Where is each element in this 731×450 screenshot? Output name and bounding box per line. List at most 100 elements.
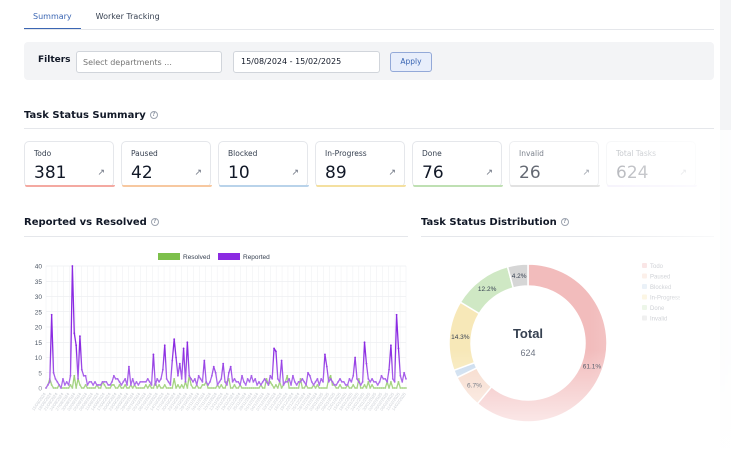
data-point xyxy=(141,387,144,389)
arrow-up-right-icon: ↗ xyxy=(291,168,299,178)
chart-grid xyxy=(45,265,407,389)
data-point xyxy=(233,384,236,386)
tab-summary[interactable]: Summary xyxy=(24,6,81,30)
data-point xyxy=(195,384,198,386)
data-point xyxy=(45,387,47,389)
data-point xyxy=(356,387,358,389)
card-total-tasks[interactable]: Total Tasks 624 ↗ xyxy=(606,141,697,187)
data-point xyxy=(395,387,398,389)
data-point xyxy=(301,387,304,389)
data-point xyxy=(316,384,319,386)
data-point xyxy=(94,381,96,383)
card-accent-bar xyxy=(510,185,600,187)
data-point xyxy=(116,377,119,380)
department-select[interactable] xyxy=(76,51,222,73)
data-point xyxy=(376,384,379,386)
tab-worker-tracking[interactable]: Worker Tracking xyxy=(95,12,160,21)
data-point xyxy=(133,384,136,386)
data-point xyxy=(378,387,381,389)
data-point xyxy=(303,381,306,383)
data-point xyxy=(276,387,279,389)
data-point xyxy=(194,387,196,389)
help-icon[interactable]: ? xyxy=(149,111,158,119)
data-point xyxy=(371,384,373,386)
data-point xyxy=(324,353,326,356)
data-point xyxy=(141,381,144,383)
window-edge xyxy=(720,0,731,450)
data-point xyxy=(90,381,93,383)
data-point xyxy=(275,384,277,386)
card-value: 381 xyxy=(34,163,67,183)
card-invalid[interactable]: Invalid 26 ↗ xyxy=(509,141,600,187)
data-point xyxy=(299,377,302,380)
data-point xyxy=(271,384,274,386)
data-point xyxy=(143,387,145,389)
data-point xyxy=(254,387,257,389)
card-paused[interactable]: Paused 42 ↗ xyxy=(121,141,212,187)
card-blocked[interactable]: Blocked 10 ↗ xyxy=(218,141,309,187)
data-point xyxy=(271,377,274,380)
data-point xyxy=(86,387,89,389)
data-point xyxy=(405,377,407,380)
card-label: Invalid xyxy=(519,149,544,158)
data-point xyxy=(150,384,153,386)
data-point xyxy=(105,381,108,383)
slice-label: 6.7% xyxy=(467,382,482,389)
data-point xyxy=(308,387,311,389)
data-point xyxy=(231,387,234,389)
data-point xyxy=(124,384,127,386)
data-point xyxy=(350,381,353,383)
data-point xyxy=(63,387,66,389)
help-icon[interactable]: ? xyxy=(150,218,159,226)
legend-swatch xyxy=(642,315,647,321)
data-point xyxy=(212,387,215,389)
legend-swatch xyxy=(642,273,647,279)
card-accent-bar xyxy=(413,185,503,187)
data-point xyxy=(344,387,347,389)
apply-button[interactable]: Apply xyxy=(390,52,432,72)
data-point xyxy=(199,387,202,389)
data-point xyxy=(205,381,208,383)
reported-vs-resolved-chart: 051015202530354015/08/202418/08/202421/0… xyxy=(31,253,407,412)
data-point xyxy=(316,377,319,380)
data-point xyxy=(214,387,217,389)
data-point xyxy=(128,365,130,368)
data-point xyxy=(48,381,51,383)
legend-label: Todo xyxy=(650,264,664,270)
data-point xyxy=(97,384,100,386)
data-point xyxy=(335,387,338,389)
data-point xyxy=(129,384,132,386)
legend-label: Invalid xyxy=(650,317,667,323)
help-icon[interactable]: ? xyxy=(560,218,569,226)
card-label: Paused xyxy=(131,149,158,158)
data-point xyxy=(71,265,74,267)
data-point xyxy=(222,387,225,389)
data-point xyxy=(290,384,292,386)
data-point xyxy=(175,356,177,359)
data-point xyxy=(186,341,189,344)
data-point xyxy=(210,387,213,389)
data-point xyxy=(222,362,225,365)
data-point xyxy=(344,384,347,386)
data-point xyxy=(244,384,247,386)
data-point xyxy=(220,384,223,386)
date-range-picker[interactable]: 15/08/2024 - 15/02/2025 xyxy=(233,51,380,73)
card-in-progress[interactable]: In-Progress 89 ↗ xyxy=(315,141,406,187)
card-todo[interactable]: Todo 381 ↗ xyxy=(24,141,115,187)
data-point xyxy=(212,365,215,368)
data-point xyxy=(378,381,381,383)
data-point xyxy=(284,381,287,383)
card-done[interactable]: Done 76 ↗ xyxy=(412,141,503,187)
legend-label: In-Progress xyxy=(650,296,680,302)
data-point xyxy=(367,377,370,380)
data-point xyxy=(299,381,302,383)
data-point xyxy=(341,381,343,383)
card-value: 10 xyxy=(228,163,250,183)
data-point xyxy=(229,387,232,389)
data-point xyxy=(405,387,407,389)
data-point xyxy=(386,381,389,383)
donut-slice-invalid[interactable] xyxy=(506,263,529,289)
data-point xyxy=(382,387,385,389)
data-point xyxy=(303,387,306,389)
